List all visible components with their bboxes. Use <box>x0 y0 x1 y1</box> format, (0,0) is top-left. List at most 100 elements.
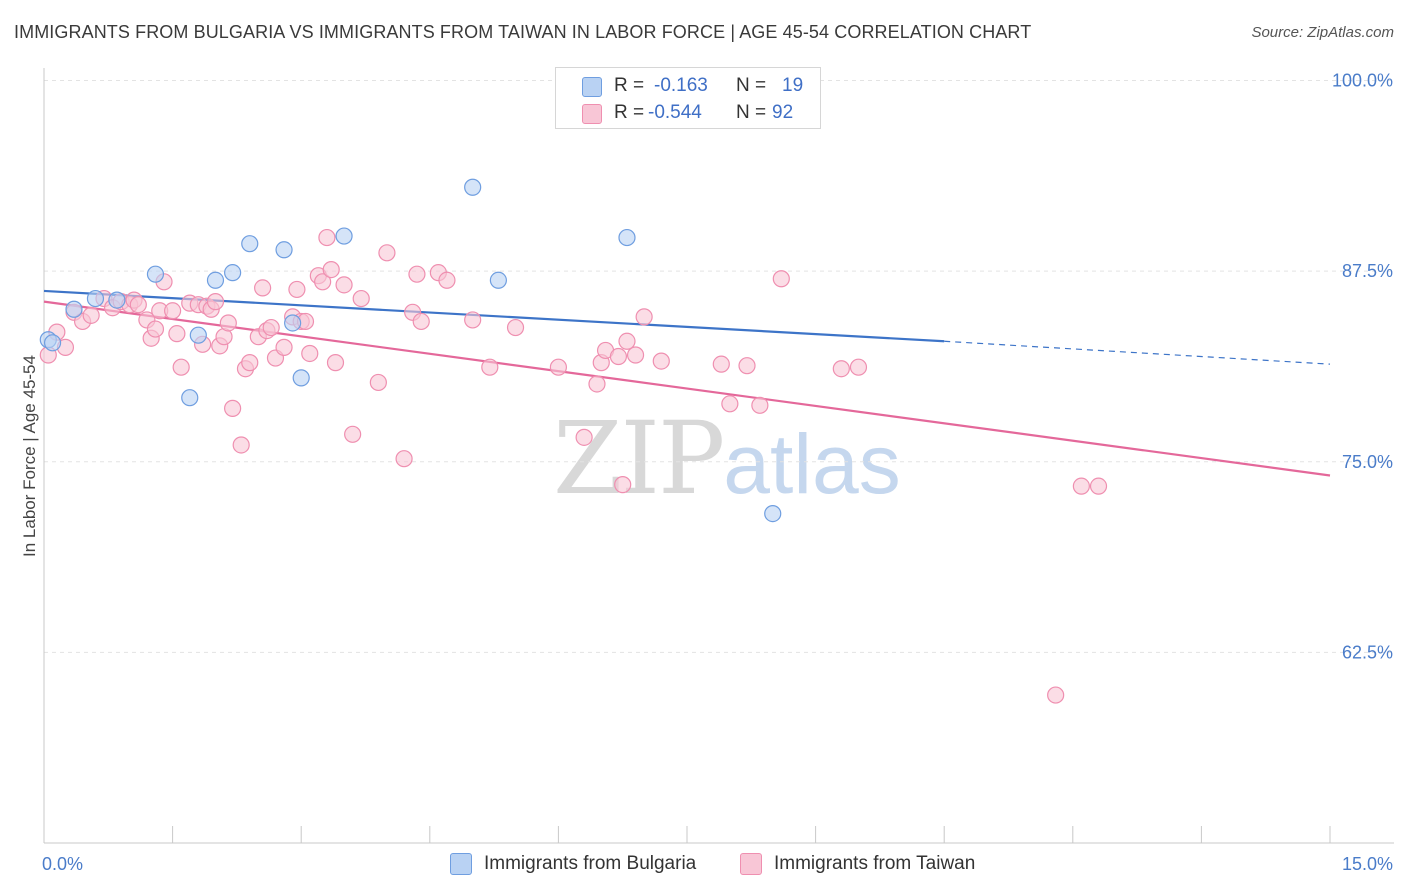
watermark: ZIPatlas <box>553 400 901 517</box>
bulgaria-point <box>284 314 302 332</box>
bulgaria-point <box>275 241 293 259</box>
axis-labels: 100.0% 87.5% 75.0% 62.5% 0.0% 15.0% In Labor F… <box>20 71 1393 875</box>
taiwan-point <box>172 358 190 376</box>
taiwan-point <box>352 289 370 308</box>
watermark-zip: ZIP <box>553 400 725 517</box>
axes <box>43 68 1394 844</box>
correlation-legend: R = -0.163 N = 19 R = -0.544 N = 92 <box>555 67 821 129</box>
taiwan-point <box>588 375 606 393</box>
y-tick-label: 87.5% <box>1342 261 1393 281</box>
taiwan-point <box>129 296 147 314</box>
taiwan-point <box>1072 477 1090 495</box>
taiwan-point <box>232 436 250 454</box>
bulgaria-point <box>108 291 126 309</box>
taiwan-point <box>438 271 456 289</box>
taiwan-point <box>751 396 769 414</box>
taiwan-point <box>738 357 756 375</box>
bulgaria-point <box>43 334 62 352</box>
bulgaria-point <box>189 326 207 344</box>
legend-row-taiwan: R = -0.544 N = 92 <box>556 100 820 128</box>
data-points <box>39 178 1108 704</box>
taiwan-point <box>378 244 396 262</box>
taiwan-point <box>288 280 306 299</box>
taiwan-point <box>506 318 525 337</box>
bulgaria-point <box>65 300 83 318</box>
taiwan-point <box>1089 477 1108 495</box>
taiwan-point <box>314 273 332 291</box>
chart-title: IMMIGRANTS FROM BULGARIA VS IMMIGRANTS F… <box>14 22 1032 42</box>
taiwan-n-label: N = <box>736 102 767 123</box>
y-tick-label: 100.0% <box>1332 71 1393 91</box>
bulgaria-point <box>146 265 165 283</box>
taiwan-point <box>146 320 165 338</box>
x-tick-label: 0.0% <box>42 854 83 874</box>
bulgaria-point <box>764 504 782 523</box>
x-tick-label: 15.0% <box>1342 854 1393 874</box>
bottom-bulgaria-swatch <box>450 853 472 875</box>
source-credit: Source: ZipAtlas.com <box>1251 24 1394 41</box>
taiwan-point <box>614 476 632 494</box>
y-tick-label: 62.5% <box>1342 642 1393 662</box>
taiwan-point <box>318 228 336 247</box>
bulgaria-point <box>206 271 225 289</box>
taiwan-point <box>721 395 739 413</box>
taiwan-point <box>481 358 499 376</box>
taiwan-point <box>164 302 182 320</box>
watermark-atlas: atlas <box>723 417 901 511</box>
bulgaria-point <box>224 264 242 282</box>
taiwan-point <box>412 312 430 331</box>
taiwan-point <box>344 425 362 443</box>
bulgaria-point <box>86 289 105 308</box>
taiwan-point <box>326 354 345 372</box>
taiwan-point <box>549 358 568 376</box>
legend-row-bulgaria: R = -0.163 N = 19 <box>556 73 820 101</box>
taiwan-point <box>395 450 413 468</box>
taiwan-swatch <box>582 104 602 124</box>
taiwan-r-label: R = <box>614 102 645 123</box>
taiwan-point <box>275 338 293 356</box>
bottom-taiwan-swatch <box>740 853 762 875</box>
bulgaria-point <box>335 227 353 245</box>
y-tick-label: 75.0% <box>1342 452 1393 472</box>
taiwan-point <box>712 355 730 373</box>
bulgaria-r-value: -0.163 <box>654 75 708 96</box>
taiwan-point <box>224 399 242 417</box>
taiwan-point <box>369 373 387 392</box>
bulgaria-n-label: N = <box>736 75 767 96</box>
taiwan-point <box>408 265 426 283</box>
bulgaria-point <box>489 271 507 289</box>
taiwan-point <box>772 270 790 288</box>
taiwan-point <box>609 347 628 366</box>
taiwan-point <box>1047 686 1065 704</box>
taiwan-point <box>849 358 868 376</box>
bottom-bulgaria-label: Immigrants from Bulgaria <box>484 853 697 874</box>
taiwan-n-value: 92 <box>772 102 794 123</box>
taiwan-point <box>254 279 272 297</box>
bulgaria-n-value: 19 <box>782 75 804 96</box>
taiwan-point <box>832 360 850 378</box>
taiwan-point <box>464 311 482 329</box>
taiwan-point <box>335 276 353 294</box>
bulgaria-trend-extension <box>944 340 1331 365</box>
taiwan-point <box>652 352 670 370</box>
taiwan-point <box>241 354 259 372</box>
bulgaria-point <box>241 235 259 253</box>
bulgaria-point <box>292 369 310 387</box>
y-axis-title: In Labor Force | Age 45-54 <box>20 355 39 557</box>
taiwan-point <box>618 332 636 350</box>
bulgaria-point <box>464 178 482 196</box>
taiwan-point <box>635 308 653 326</box>
taiwan-point <box>322 261 340 279</box>
bulgaria-point <box>181 389 199 407</box>
taiwan-point <box>206 293 225 311</box>
taiwan-point <box>301 344 319 363</box>
taiwan-point <box>626 346 645 364</box>
bottom-taiwan-label: Immigrants from Taiwan <box>774 853 976 874</box>
bulgaria-point <box>618 228 636 247</box>
bulgaria-swatch <box>582 77 602 97</box>
taiwan-point <box>262 318 280 337</box>
taiwan-point <box>168 325 186 343</box>
taiwan-point <box>219 314 237 332</box>
taiwan-r-value: -0.544 <box>648 102 702 123</box>
